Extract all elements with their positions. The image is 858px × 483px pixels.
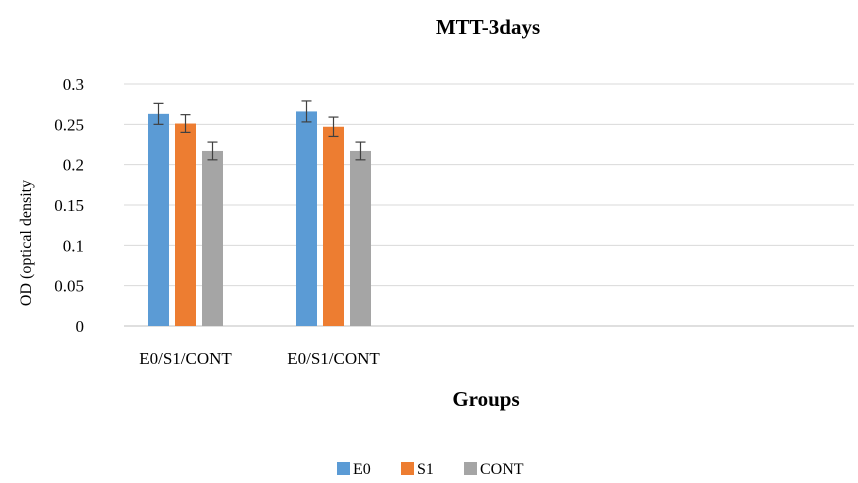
bars bbox=[148, 100, 371, 327]
legend-label: S1 bbox=[417, 461, 434, 478]
gridlines bbox=[124, 83, 854, 327]
legend-label: E0 bbox=[353, 461, 371, 478]
y-tick-label: 0.25 bbox=[54, 115, 84, 134]
y-tick-label: 0.15 bbox=[54, 196, 84, 215]
y-tick-label: 0.1 bbox=[63, 236, 84, 255]
bar-cont bbox=[350, 150, 371, 326]
y-axis-ticks: 0 0.05 0.1 0.15 0.2 0.25 0.3 bbox=[54, 75, 84, 336]
legend-swatch-cont bbox=[464, 462, 477, 475]
x-axis-label: Groups bbox=[452, 387, 519, 411]
legend-swatch-e0 bbox=[337, 462, 350, 475]
y-tick-label: 0.3 bbox=[63, 75, 84, 94]
x-axis-ticks: E0/S1/CONT E0/S1/CONT bbox=[139, 349, 380, 368]
x-tick-label: E0/S1/CONT bbox=[139, 349, 232, 368]
y-tick-label: 0 bbox=[76, 317, 85, 336]
bar-e0 bbox=[296, 111, 317, 326]
legend-label: CONT bbox=[480, 461, 524, 478]
bar-cont bbox=[202, 150, 223, 326]
legend: E0 S1 CONT bbox=[337, 461, 524, 478]
chart-title: MTT-3days bbox=[436, 15, 540, 39]
bar-s1 bbox=[175, 123, 196, 326]
y-tick-label: 0.05 bbox=[54, 277, 84, 296]
y-axis-label: OD (optical density bbox=[18, 180, 35, 306]
bar-s1 bbox=[323, 126, 344, 327]
x-tick-label: E0/S1/CONT bbox=[287, 349, 380, 368]
legend-swatch-s1 bbox=[401, 462, 414, 475]
y-tick-label: 0.2 bbox=[63, 156, 84, 175]
bar-e0 bbox=[148, 113, 169, 326]
